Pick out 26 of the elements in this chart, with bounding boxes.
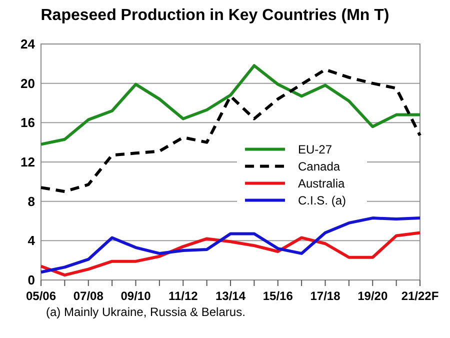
line-series xyxy=(40,68,422,193)
x-tick-label: 17/18 xyxy=(310,289,341,303)
y-tick-label: 8 xyxy=(28,194,35,209)
x-tick-label: 15/16 xyxy=(262,289,294,303)
x-tick-label: 21/22F xyxy=(401,289,439,303)
y-tick-label: 4 xyxy=(28,233,36,248)
y-tick-label: 12 xyxy=(20,154,35,170)
x-tick-label: 11/12 xyxy=(168,289,198,303)
y-tick-label: 16 xyxy=(20,115,35,130)
x-tick-label: 19/20 xyxy=(358,289,388,303)
text: (a) Mainly Ukraine, Russia & Belarus. xyxy=(46,305,246,319)
x-tick-label: 13/14 xyxy=(215,289,246,303)
line-series xyxy=(40,64,422,146)
line-series xyxy=(40,231,422,277)
x-tick-label: 07/08 xyxy=(73,289,104,303)
legend-label: Canada xyxy=(298,159,340,174)
y-tick-label: 20 xyxy=(20,76,35,91)
y-tick-label: 0 xyxy=(28,272,35,288)
legend-label: C.I.S. (a) xyxy=(298,193,346,208)
x-tick-label: 09/10 xyxy=(120,289,152,303)
y-tick-label: 24 xyxy=(20,36,36,52)
legend-label: Australia xyxy=(298,176,346,190)
legend-label: EU-27 xyxy=(298,142,332,156)
chart-title: Rapeseed Production in Key Countries (Mn T) xyxy=(40,7,390,24)
line-series xyxy=(40,216,422,274)
x-tick-label: 05/06 xyxy=(26,289,56,303)
